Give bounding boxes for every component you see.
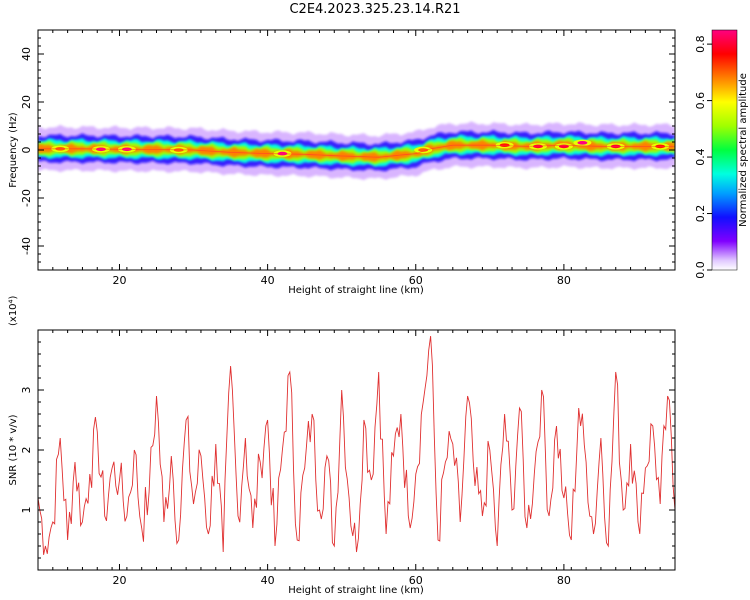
bottom-y-axis-label: SNR (10 * v/v) [8,414,19,485]
bottom-axes: 20 40 60 80 1 2 3 [20,329,676,587]
top-axes: 20 40 60 80 -40 -20 0 20 40 [20,29,676,287]
colorbar-label: Normalized spectral amplitude [738,73,749,227]
colorbar-tick-label: 0.0 [694,261,707,279]
bottom-y-tick-label: 2 [20,447,33,454]
top-x-tick-label: 20 [112,274,126,287]
top-y-tick-label: 40 [20,47,33,61]
bottom-x-tick-label: 60 [409,574,423,587]
bottom-y-multiplier: (x10⁴) [8,295,19,326]
top-y-axis-label: Frequency (Hz) [8,112,19,188]
colorbar-tick-label: 0.6 [694,92,707,110]
heatmap-peak-core [418,148,429,152]
spectrogram-area [38,121,675,181]
colorbar [711,29,738,271]
snr-line [38,335,675,555]
heatmap-peak-core [577,141,588,145]
bottom-y-tick-label: 1 [20,507,33,514]
top-y-tick-label: 0 [20,147,33,154]
bottom-x-tick-label: 20 [112,574,126,587]
heatmap-band [38,139,675,162]
bottom-x-tick-label: 40 [261,574,275,587]
top-x-tick-label: 80 [557,274,571,287]
colorbar-tick-label: 0.4 [694,148,707,166]
colorbar-tick-label: 0.8 [694,35,707,53]
bottom-y-tick-label: 3 [20,387,33,394]
top-x-tick-label: 60 [409,274,423,287]
chart-title: C2E4.2023.325.23.14.R21 [289,2,461,17]
bottom-x-axis-label: Height of straight line (km) [288,585,424,596]
top-y-tick-label: -20 [20,189,33,207]
colorbar-axis: 0.0 0.2 0.4 0.6 0.8 [694,35,712,279]
bottom-plot-frame [37,329,676,571]
top-y-tick-label: -40 [20,237,33,255]
bottom-x-tick-label: 80 [557,574,571,587]
top-x-axis-label: Height of straight line (km) [288,285,424,296]
heatmap-ridge [38,144,675,158]
top-x-tick-label: 40 [261,274,275,287]
top-y-tick-label: 20 [20,95,33,109]
colorbar-tick-label: 0.2 [694,205,707,223]
